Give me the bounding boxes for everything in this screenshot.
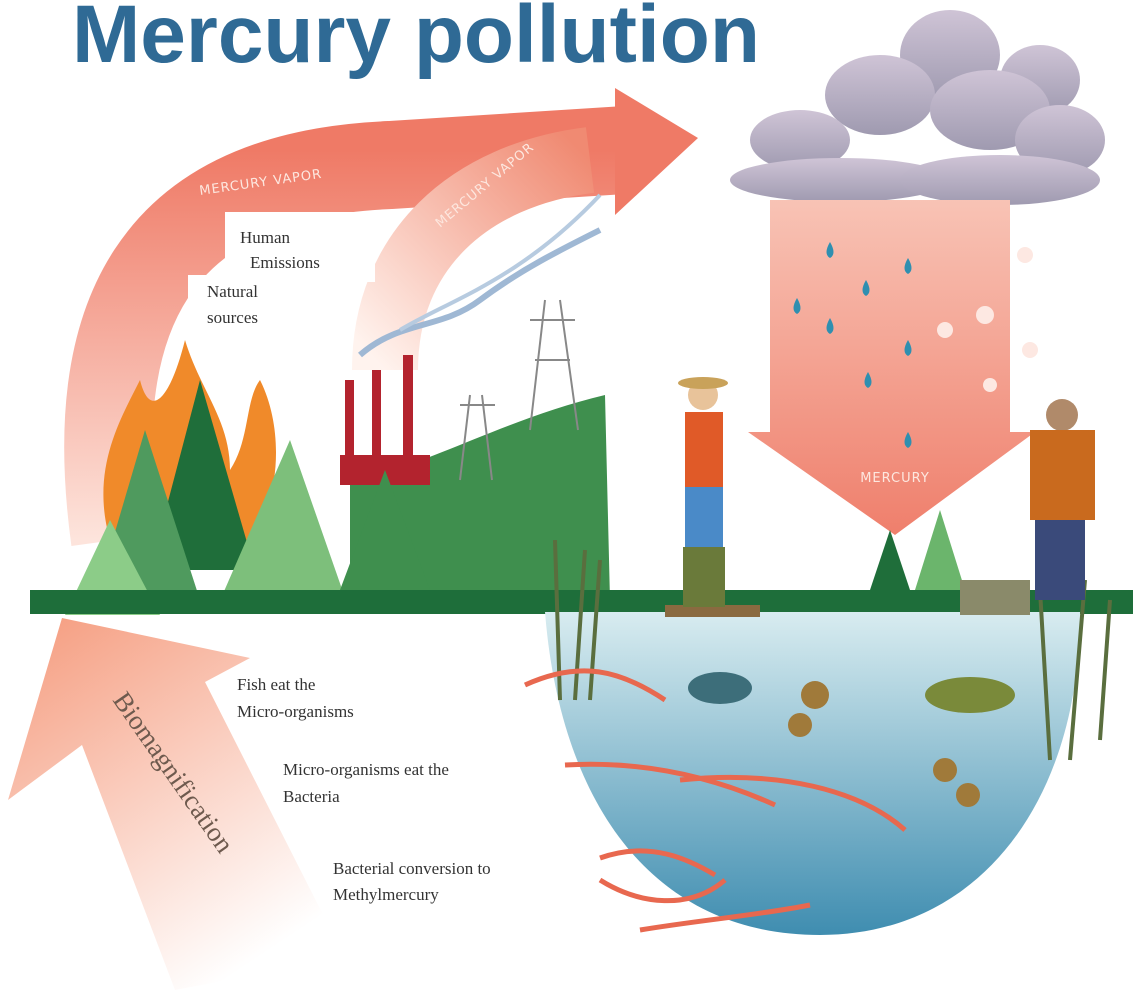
deposition-label: MERCURY xyxy=(860,471,930,486)
label-line: Emissions xyxy=(250,253,320,272)
label-line: Natural xyxy=(207,282,258,301)
label-line: Bacteria xyxy=(283,787,340,806)
label: Fish eat the Micro-organisms xyxy=(237,675,354,721)
label-line: Bacterial conversion to xyxy=(333,859,491,878)
title: Mercury pollution xyxy=(72,0,760,80)
vapor-arrowhead xyxy=(615,88,698,215)
label-line: Fish eat the xyxy=(237,675,315,694)
pond xyxy=(545,612,1080,935)
fisherman xyxy=(665,377,760,617)
label: Bacterial conversion to Methylmercury xyxy=(333,859,491,904)
label-line: Micro-organisms xyxy=(237,702,354,721)
label: Micro-organisms eat the Bacteria xyxy=(283,760,449,806)
label-line: sources xyxy=(207,308,258,327)
label-line: Methylmercury xyxy=(333,885,439,904)
diagram: Mercury pollution MERCURY VAPOR MERCURY … xyxy=(0,0,1133,996)
label-line: Human xyxy=(240,228,291,247)
smokestacks xyxy=(340,355,430,485)
label-line: Micro-organisms eat the xyxy=(283,760,449,779)
